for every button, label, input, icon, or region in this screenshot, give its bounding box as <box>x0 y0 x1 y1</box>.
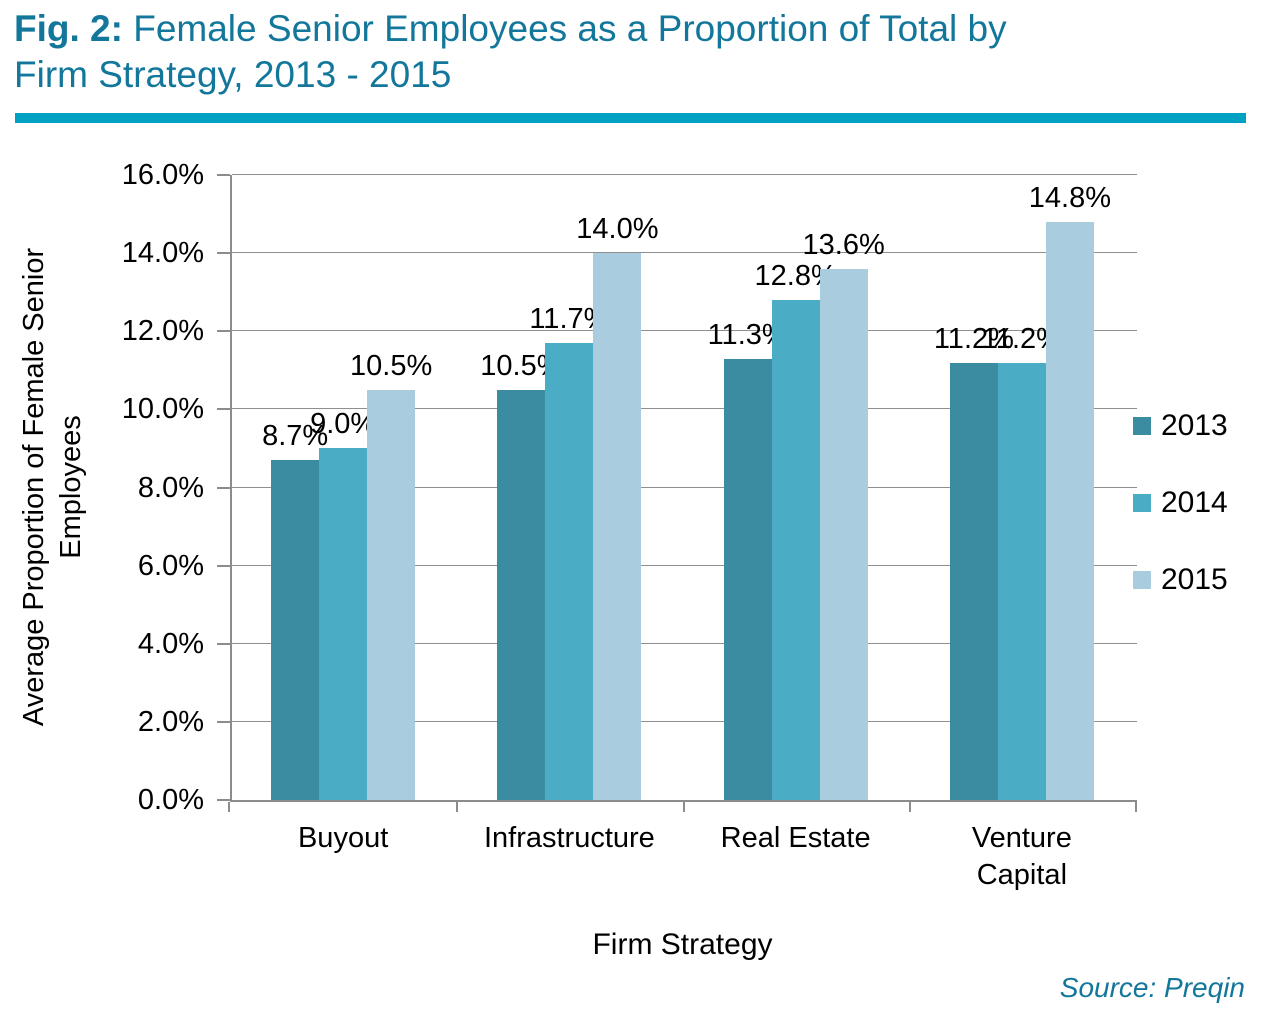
category-label-real-estate: Real Estate <box>720 822 871 854</box>
data-label: 9.0% <box>310 408 377 441</box>
bar-2015-infrastructure <box>593 253 642 800</box>
plot-area <box>230 175 1137 802</box>
data-label: 8.7% <box>262 420 329 453</box>
figure-title-text: Female Senior Employees as a Proportion … <box>133 8 1007 49</box>
gridline <box>232 174 1137 175</box>
data-label: 10.5% <box>350 349 433 382</box>
bar-2014-infrastructure <box>545 342 594 800</box>
bar-2013-real-estate <box>723 358 772 800</box>
category-label-infrastructure: Infrastructure <box>483 822 655 854</box>
x-axis-tick <box>1135 802 1137 812</box>
category-label-buyout: Buyout <box>297 822 389 854</box>
legend-swatch-2014 <box>1133 494 1151 512</box>
y-tick-label: 4.0% <box>137 627 204 660</box>
legend-swatch-2015 <box>1133 571 1151 589</box>
y-tick-label: 16.0% <box>121 159 204 191</box>
data-label: 14.8% <box>1028 181 1111 214</box>
legend-item-2015: 2015 <box>1133 563 1228 596</box>
legend-item-2014: 2014 <box>1133 486 1228 519</box>
gridline <box>232 408 1137 410</box>
y-tick-label: 6.0% <box>137 549 204 582</box>
x-axis-tick <box>228 802 230 812</box>
data-label: 13.6% <box>802 228 885 261</box>
legend-label: 2015 <box>1161 563 1228 596</box>
y-axis-tick <box>217 564 230 567</box>
figure-number: Fig. 2: <box>14 8 123 49</box>
gridline <box>232 330 1137 332</box>
x-axis-tick <box>456 802 459 812</box>
legend-label: 2013 <box>1161 409 1228 442</box>
bar-2015-venture-capital <box>1045 221 1094 800</box>
legend-item-2013: 2013 <box>1133 409 1228 442</box>
y-tick-label: 14.0% <box>121 237 204 270</box>
y-axis-tick <box>217 720 230 723</box>
gridline <box>232 642 1137 644</box>
bar-2015-buyout <box>367 389 416 800</box>
y-axis-tick <box>217 252 230 255</box>
gridline <box>232 720 1137 722</box>
figure-title-line2: Firm Strategy, 2013 - 2015 <box>14 54 452 95</box>
y-axis-tick <box>217 642 230 645</box>
data-label: 11.2% <box>933 322 1014 355</box>
gridline <box>232 252 1137 254</box>
bar-2014-buyout <box>319 448 368 800</box>
figure-title-line1: Fig. 2: Female Senior Employees as a Pro… <box>14 6 1234 52</box>
y-axis-tick <box>217 799 230 801</box>
legend-label: 2014 <box>1161 486 1228 519</box>
gridline <box>232 564 1137 566</box>
y-axis-tick <box>217 330 230 333</box>
y-axis-tick <box>217 174 230 176</box>
y-tick-label: 2.0% <box>137 705 204 738</box>
legend: 2013 2014 2015 <box>1133 409 1228 641</box>
category-label-venture-capital: Venture Capital <box>971 822 1072 891</box>
y-axis-tick <box>217 486 230 489</box>
y-tick-label: 8.0% <box>137 471 204 504</box>
x-axis-tick <box>908 802 911 812</box>
y-axis-tick <box>217 408 230 411</box>
gridline <box>232 486 1137 488</box>
source-credit: Source: Preqin <box>1059 972 1245 1003</box>
x-axis-title: Firm Strategy <box>592 928 773 961</box>
legend-swatch-2013 <box>1133 417 1151 435</box>
bar-2013-buyout <box>271 460 320 800</box>
figure-title: Fig. 2: Female Senior Employees as a Pro… <box>14 6 1234 98</box>
bar-2014-real-estate <box>771 300 820 800</box>
bar-2013-infrastructure <box>497 389 546 800</box>
data-label: 14.0% <box>576 213 659 246</box>
y-tick-label: 10.0% <box>121 393 204 426</box>
x-axis-tick <box>682 802 685 812</box>
title-divider-rule <box>15 113 1246 123</box>
bar-2015-real-estate <box>819 268 868 800</box>
y-tick-label: 0.0% <box>137 784 204 816</box>
bar-2013-venture-capital <box>949 362 998 800</box>
bar-2014-venture-capital <box>997 362 1046 800</box>
y-tick-label: 12.0% <box>121 315 204 348</box>
